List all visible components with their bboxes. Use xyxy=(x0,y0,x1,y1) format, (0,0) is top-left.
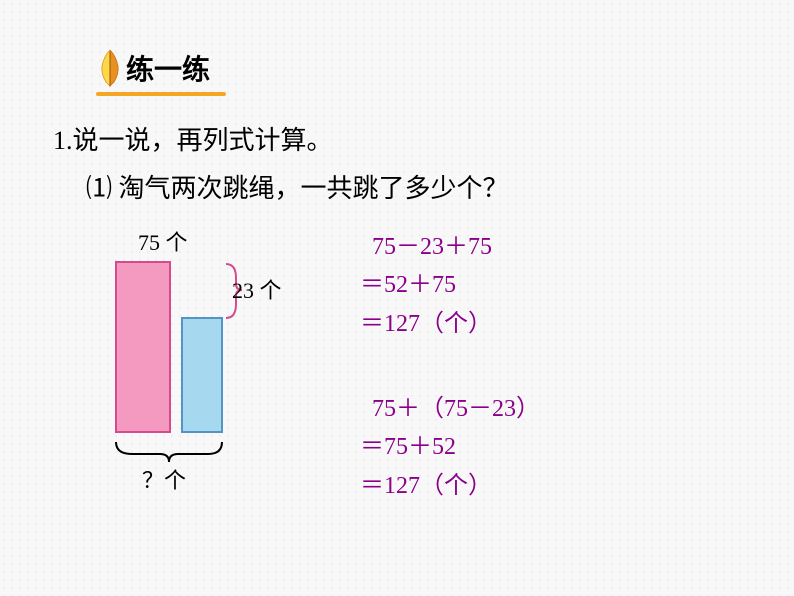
header-underline xyxy=(96,92,226,96)
calculation-2: 75＋（75－23） ＝75＋52 ＝127（个） xyxy=(360,390,540,505)
calc1-line2: ＝52＋75 xyxy=(360,266,492,304)
calc2-line2: ＝75＋52 xyxy=(360,428,540,466)
diagram-label-right: 23 个 xyxy=(232,278,282,303)
question-sub: ⑴ 淘气两次跳绳，一共跳了多少个？ xyxy=(86,168,509,205)
header: 练一练 xyxy=(96,48,210,88)
calc2-line1: 75＋（75－23） xyxy=(360,390,540,428)
question-main: 1.说一说，再列式计算。 xyxy=(53,120,333,157)
calc2-line3: ＝127（个） xyxy=(360,467,540,505)
bar-diagram: 75 个 23 个 ？个 xyxy=(92,228,302,503)
diagram-label-bottom: ？个 xyxy=(142,468,186,493)
diagram-brace-bottom xyxy=(116,442,222,462)
question-number: 1. xyxy=(53,126,73,155)
feather-icon xyxy=(96,48,124,88)
calc1-line1: 75－23＋75 xyxy=(360,228,492,266)
question-sub-text: 淘气两次跳绳，一共跳了多少个？ xyxy=(112,174,509,203)
diagram-bar-1 xyxy=(116,262,170,432)
question-main-text: 说一说，再列式计算。 xyxy=(73,126,333,155)
question-sub-number: ⑴ xyxy=(86,174,112,203)
calc1-line3: ＝127（个） xyxy=(360,305,492,343)
diagram-bar-2 xyxy=(182,318,222,432)
calculation-1: 75－23＋75 ＝52＋75 ＝127（个） xyxy=(360,228,492,343)
diagram-label-top: 75 个 xyxy=(138,230,188,255)
header-title: 练一练 xyxy=(126,48,210,88)
